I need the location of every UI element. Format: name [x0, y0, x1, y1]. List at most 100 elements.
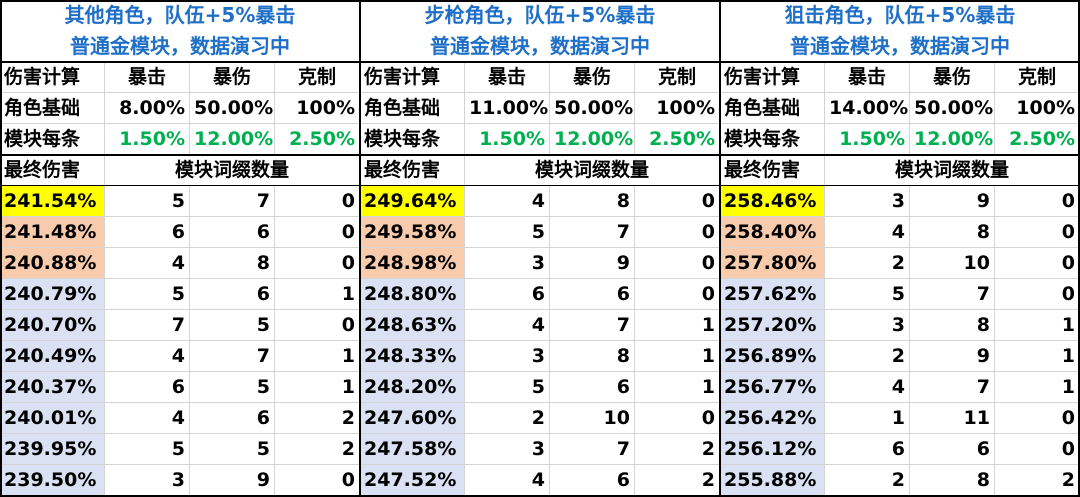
- affix-count: 6: [190, 403, 275, 434]
- affix-count: 9: [910, 186, 995, 217]
- affix-count: 9: [190, 465, 275, 496]
- module-cell: 模块每条: [720, 124, 825, 155]
- final-damage: 248.63%: [360, 310, 465, 341]
- final-damage: 241.48%: [0, 217, 105, 248]
- module-cell: 1.50%: [465, 124, 550, 155]
- affix-count: 1: [825, 403, 910, 434]
- affix-count: 5: [190, 434, 275, 465]
- final-damage: 240.79%: [0, 279, 105, 310]
- header-cell: 暴击: [465, 62, 550, 93]
- affix-count: 2: [825, 341, 910, 372]
- affix-count: 0: [635, 279, 720, 310]
- affix-count: 7: [190, 341, 275, 372]
- affix-count: 4: [105, 341, 190, 372]
- affix-count: 9: [910, 341, 995, 372]
- affix-count: 1: [275, 341, 360, 372]
- affix-count: 0: [635, 186, 720, 217]
- affix-count: 1: [275, 279, 360, 310]
- final-damage: 248.80%: [360, 279, 465, 310]
- affix-count: 6: [190, 279, 275, 310]
- result-header: 最终伤害: [720, 155, 825, 186]
- final-damage: 240.37%: [0, 372, 105, 403]
- border: [719, 0, 721, 497]
- final-damage: 249.58%: [360, 217, 465, 248]
- affix-count: 7: [190, 186, 275, 217]
- final-damage: 240.01%: [0, 403, 105, 434]
- affix-count: 7: [550, 217, 635, 248]
- final-damage: 255.88%: [720, 465, 825, 496]
- final-damage: 256.42%: [720, 403, 825, 434]
- affix-count: 6: [105, 217, 190, 248]
- module-cell: 模块每条: [360, 124, 465, 155]
- final-damage: 257.62%: [720, 279, 825, 310]
- base-cell: 8.00%: [105, 93, 190, 124]
- affix-count: 5: [105, 434, 190, 465]
- affix-count: 7: [105, 310, 190, 341]
- panel-title: 普通金模块，数据演习中: [430, 34, 650, 58]
- affix-count: 1: [995, 310, 1080, 341]
- border: [359, 0, 361, 497]
- affix-count: 2: [465, 403, 550, 434]
- panel-title: 其他角色，队伍+5%暴击: [64, 3, 296, 27]
- affix-count: 2: [825, 248, 910, 279]
- affix-count: 0: [995, 403, 1080, 434]
- border: [0, 185, 1080, 186]
- affix-count: 2: [275, 434, 360, 465]
- panel-title: 步枪角色，队伍+5%暴击: [424, 3, 656, 27]
- header-cell: 克制: [995, 62, 1080, 93]
- affix-count: 7: [550, 310, 635, 341]
- base-cell: 14.00%: [825, 93, 910, 124]
- panel-title: 普通金模块，数据演习中: [790, 34, 1010, 58]
- module-cell: 模块每条: [0, 124, 105, 155]
- affix-count: 6: [550, 279, 635, 310]
- result-header: 最终伤害: [0, 155, 105, 186]
- panel-title: 狙击角色，队伍+5%暴击: [784, 3, 1016, 27]
- affix-count: 7: [910, 372, 995, 403]
- header-cell: 伤害计算: [720, 62, 825, 93]
- border: [0, 0, 1080, 2]
- final-damage: 257.80%: [720, 248, 825, 279]
- affix-count: 4: [465, 186, 550, 217]
- affix-count: 0: [995, 217, 1080, 248]
- module-cell: 12.00%: [910, 124, 995, 155]
- affix-count: 2: [275, 403, 360, 434]
- header-cell: 暴伤: [190, 62, 275, 93]
- base-cell: 50.00%: [190, 93, 275, 124]
- affix-count: 8: [910, 465, 995, 496]
- affix-count: 5: [465, 217, 550, 248]
- header-cell: 伤害计算: [360, 62, 465, 93]
- affix-count: 2: [635, 434, 720, 465]
- affix-count: 3: [465, 434, 550, 465]
- header-cell: 暴伤: [910, 62, 995, 93]
- final-damage: 258.46%: [720, 186, 825, 217]
- border: [0, 154, 1080, 156]
- affix-count: 4: [105, 248, 190, 279]
- final-damage: 248.98%: [360, 248, 465, 279]
- affix-count: 0: [635, 217, 720, 248]
- result-header: 模块词缀数量: [105, 155, 360, 186]
- affix-count: 0: [635, 403, 720, 434]
- final-damage: 239.50%: [0, 465, 105, 496]
- final-damage: 240.70%: [0, 310, 105, 341]
- affix-count: 0: [275, 465, 360, 496]
- base-cell: 11.00%: [465, 93, 550, 124]
- border: [0, 61, 1080, 63]
- affix-count: 5: [105, 186, 190, 217]
- affix-count: 1: [635, 372, 720, 403]
- base-cell: 100%: [275, 93, 360, 124]
- affix-count: 3: [825, 310, 910, 341]
- result-header: 最终伤害: [360, 155, 465, 186]
- affix-count: 9: [550, 248, 635, 279]
- affix-count: 6: [465, 279, 550, 310]
- final-damage: 247.60%: [360, 403, 465, 434]
- affix-count: 7: [550, 434, 635, 465]
- affix-count: 11: [910, 403, 995, 434]
- affix-count: 3: [465, 248, 550, 279]
- base-cell: 角色基础: [360, 93, 465, 124]
- affix-count: 0: [995, 186, 1080, 217]
- affix-count: 5: [190, 310, 275, 341]
- final-damage: 248.33%: [360, 341, 465, 372]
- affix-count: 3: [465, 341, 550, 372]
- header-cell: 暴伤: [550, 62, 635, 93]
- affix-count: 0: [275, 186, 360, 217]
